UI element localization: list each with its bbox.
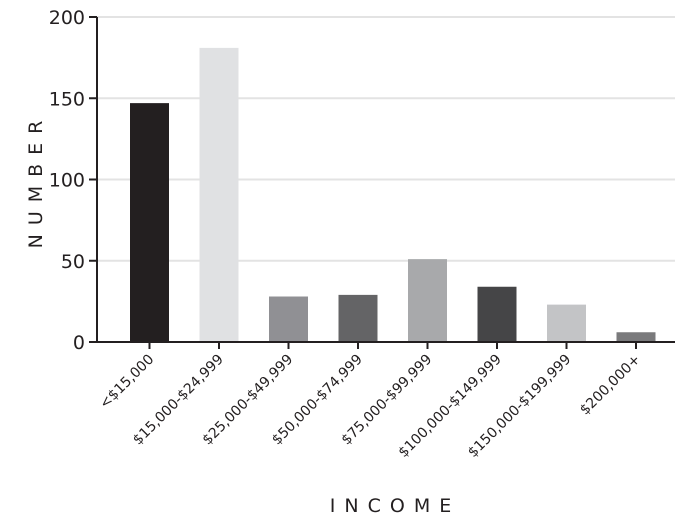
- x-tick-label: <$15,000: [97, 352, 158, 413]
- y-tick-label: 0: [73, 332, 85, 354]
- bar: [338, 294, 378, 342]
- x-tick-labels: <$15,000$15,000-$24,999$25,000-$49,999$5…: [97, 352, 644, 461]
- x-tick-label: $200,000+: [577, 352, 644, 419]
- bars: [130, 47, 656, 342]
- grid-lines: [97, 16, 675, 262]
- bar: [477, 286, 517, 342]
- bar: [408, 259, 447, 342]
- y-axis-title: NUMBER: [25, 112, 47, 249]
- bar: [547, 304, 586, 342]
- bar: [269, 296, 308, 342]
- y-tick-labels: 0 50 100 150 200: [49, 7, 85, 354]
- y-tick-label: 150: [49, 88, 85, 110]
- y-tick-label: 200: [49, 7, 85, 29]
- y-tick-label: 50: [61, 251, 85, 273]
- x-axis-title: INCOME: [330, 495, 460, 517]
- y-tick-label: 100: [49, 170, 85, 192]
- bar: [616, 332, 656, 342]
- bar: [199, 47, 239, 342]
- bar: [130, 103, 169, 342]
- axes: [89, 16, 675, 349]
